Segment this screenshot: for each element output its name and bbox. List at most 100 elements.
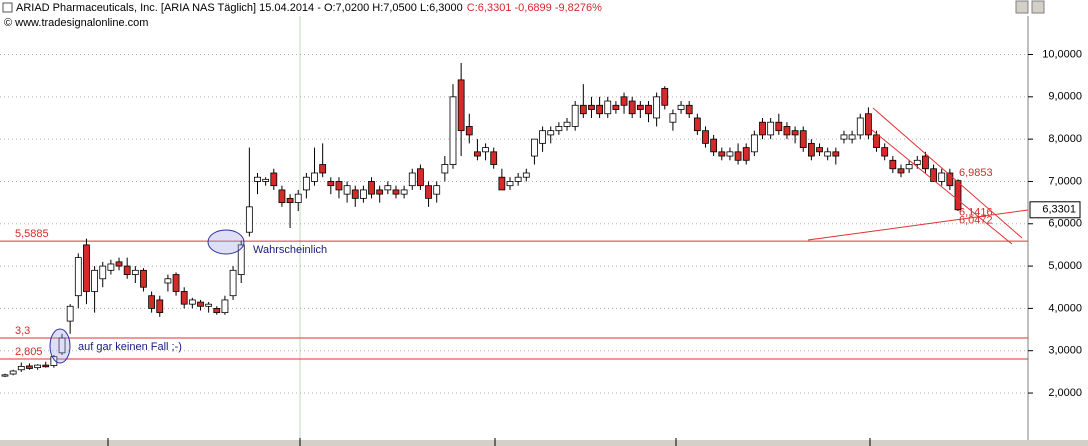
candle-body bbox=[425, 185, 432, 199]
candle-body bbox=[83, 244, 90, 292]
candle-body bbox=[376, 189, 384, 195]
ellipse bbox=[49, 328, 71, 364]
candle-body bbox=[579, 104, 587, 115]
candle-body bbox=[262, 178, 270, 182]
candle-body bbox=[123, 265, 131, 275]
candle-body bbox=[832, 151, 840, 157]
candle-body bbox=[180, 291, 188, 305]
level-label: 3,3 bbox=[15, 325, 30, 337]
candle-body bbox=[311, 172, 318, 182]
candle-body bbox=[229, 269, 237, 297]
candle-body bbox=[34, 364, 41, 369]
candle-body bbox=[718, 151, 726, 157]
candle-body bbox=[824, 151, 832, 157]
candle-body bbox=[319, 164, 327, 174]
price-axis bbox=[1028, 16, 1088, 440]
y-tick-label: 3,0000 bbox=[1048, 345, 1082, 357]
last-price-box bbox=[1029, 201, 1081, 219]
candle-body bbox=[669, 113, 677, 123]
y-tick-label: 8,0000 bbox=[1048, 133, 1082, 145]
candle-body bbox=[343, 185, 351, 195]
candle-body bbox=[685, 104, 693, 115]
candle-body bbox=[539, 130, 546, 144]
candle-body bbox=[620, 96, 628, 106]
annotation: Wahrscheinlich bbox=[253, 244, 327, 256]
candle-body bbox=[889, 159, 897, 170]
candle-body bbox=[848, 134, 856, 140]
candle-body bbox=[156, 299, 164, 314]
y-tick-label: 10,0000 bbox=[1042, 48, 1082, 60]
candle-body bbox=[270, 172, 278, 187]
last-price-label: 6,3301 bbox=[1042, 204, 1076, 216]
window-button[interactable] bbox=[1015, 0, 1029, 14]
y-tick-label: 5,0000 bbox=[1048, 260, 1082, 272]
candle-body bbox=[237, 244, 245, 275]
candle-body bbox=[628, 100, 636, 115]
candle-body bbox=[522, 172, 530, 178]
candle-body bbox=[457, 79, 465, 132]
plot-area bbox=[0, 16, 1028, 440]
candle-body bbox=[588, 104, 595, 110]
candle-body bbox=[661, 87, 669, 106]
candle-body bbox=[449, 96, 457, 165]
window-icon bbox=[2, 2, 13, 13]
candle-body bbox=[563, 121, 571, 127]
candle-body bbox=[954, 180, 962, 211]
candle-body bbox=[359, 189, 367, 199]
candle-body bbox=[767, 121, 775, 136]
candle-body bbox=[221, 299, 229, 314]
candle-body bbox=[408, 172, 416, 187]
price-label: 6,9853 bbox=[959, 167, 993, 179]
candle-body bbox=[946, 172, 954, 187]
candle-body bbox=[392, 189, 400, 195]
candle-body bbox=[74, 257, 82, 297]
candle-body bbox=[865, 113, 872, 136]
candle-body bbox=[26, 365, 33, 369]
candle-body bbox=[482, 147, 489, 153]
candle-body bbox=[1, 374, 9, 377]
candle-body bbox=[930, 168, 937, 182]
candle-body bbox=[636, 104, 644, 110]
candle-body bbox=[840, 134, 848, 140]
y-tick-label: 9,0000 bbox=[1048, 91, 1082, 103]
candle-body bbox=[759, 121, 766, 136]
candle-body bbox=[188, 299, 196, 305]
candle-body bbox=[115, 261, 123, 267]
candle-body bbox=[474, 151, 481, 157]
candle-body bbox=[384, 185, 392, 191]
candle-body bbox=[327, 181, 335, 187]
chart-title: ARIAD Pharmaceuticals, Inc. [ARIA NAS Tä… bbox=[16, 2, 602, 14]
level-label: 5,5885 bbox=[15, 228, 49, 240]
y-tick-label: 4,0000 bbox=[1048, 302, 1082, 314]
candle-body bbox=[514, 176, 522, 182]
candle-body bbox=[42, 364, 50, 368]
candle-body bbox=[131, 269, 139, 275]
x-ticks bbox=[107, 438, 871, 446]
candle-body bbox=[335, 181, 343, 191]
candle-body bbox=[913, 159, 921, 165]
ellipse bbox=[207, 229, 245, 255]
candle-body bbox=[897, 168, 905, 174]
candle-body bbox=[400, 189, 408, 195]
candle-body bbox=[612, 104, 620, 110]
candle-body bbox=[881, 147, 889, 157]
candle-body bbox=[905, 164, 913, 170]
candle-body bbox=[856, 117, 864, 136]
candle-body bbox=[433, 185, 441, 195]
level-label: 2,805 bbox=[15, 346, 43, 358]
candle-body bbox=[441, 164, 449, 174]
candle-body bbox=[498, 176, 506, 191]
candle-body bbox=[17, 365, 25, 371]
candle-body bbox=[645, 104, 652, 115]
candle-body bbox=[791, 130, 799, 136]
header bbox=[0, 0, 1088, 16]
scroll-button[interactable] bbox=[1031, 0, 1045, 14]
candle-body bbox=[302, 176, 310, 191]
candle-body bbox=[213, 307, 221, 314]
candle-body bbox=[205, 303, 213, 307]
candle-body bbox=[726, 151, 734, 157]
candle-body bbox=[465, 126, 473, 136]
candle-body bbox=[50, 356, 58, 366]
candle-body bbox=[197, 301, 204, 307]
